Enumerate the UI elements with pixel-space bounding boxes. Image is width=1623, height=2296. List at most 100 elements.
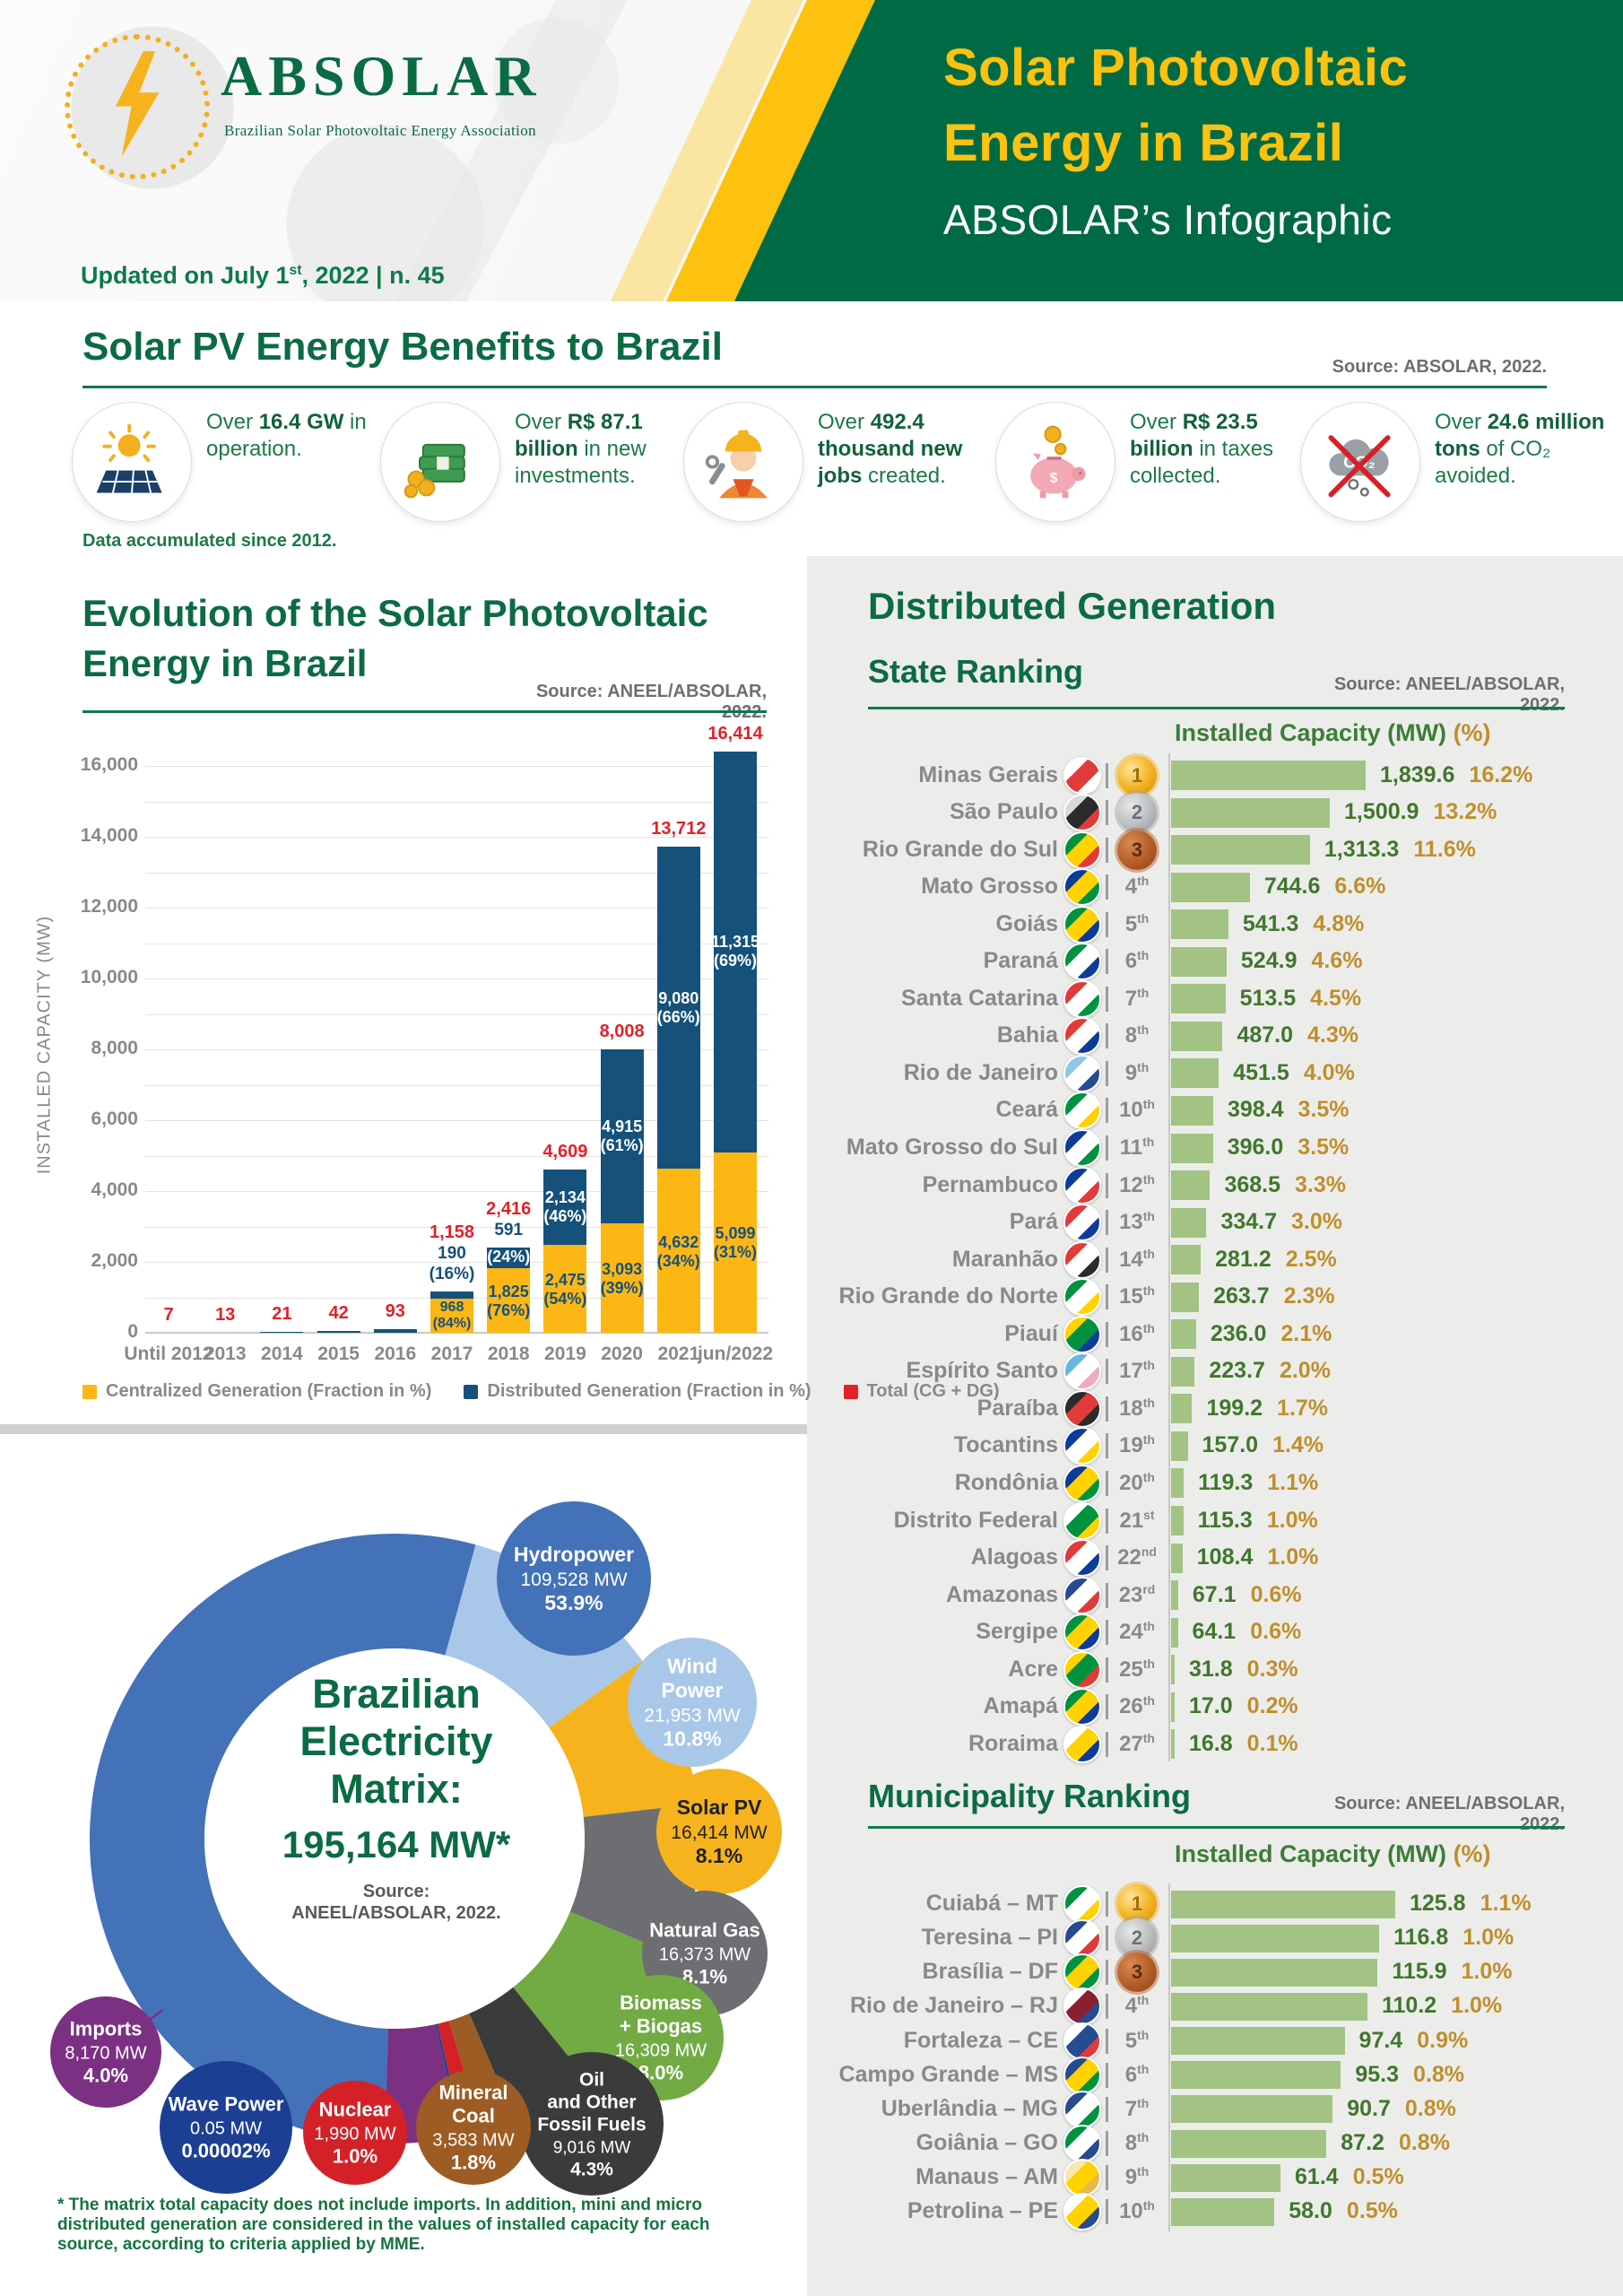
rank-label: 4th [1124,874,1150,900]
ranking-row-Minas Gerais: Minas Gerais 1 1,839.6 16.2% [812,755,1601,796]
separator [1106,1172,1108,1198]
benefit-item: Over 492.4 thousand new jobs created. [683,402,1006,527]
bubble-text: 8.1% [696,1844,742,1867]
gridline [145,1084,768,1086]
y-axis-tick: 12,000 [80,896,138,917]
rank-label: 11th [1119,1135,1155,1160]
ranking-row-Uberlândia – MG: Uberlândia – MG 7th 90.7 0.8% [812,2090,1601,2128]
matrix-bubble-wave-power: Wave Power 0.05 MW0.00002% [160,2061,292,2194]
flag-icon [1063,1650,1101,1689]
stacked-bar-2014 [260,1332,304,1333]
ranking-bar [1171,1924,1380,1952]
ranking-bar [1171,2095,1333,2124]
flag-icon [1063,1352,1101,1391]
evolution-y-axis-label: INSTALLED CAPACITY (MW) [34,915,55,1175]
rank-label: 27th [1119,1730,1155,1756]
separator [1106,1508,1108,1534]
cg-value-label: 1,825 (76%) [487,1282,531,1319]
separator [1106,2131,1108,2157]
matrix-bubble-nuclear: Nuclear 1,990 MW1.0% [303,2081,407,2185]
ranking-value: 110.2 1.0% [1381,1993,1503,2019]
flag-icon [1063,1885,1101,1923]
legend-item: Distributed Generation (Fraction in %) [464,1381,812,1402]
ranking-row-Pará: Pará 13th 334.7 3.0% [812,1204,1601,1242]
ranking-value: 87.2 0.8% [1341,2130,1450,2156]
centralized-segment [543,1245,587,1333]
bubble-text: 16,309 MW [615,2041,707,2061]
ranking-value: 97.4 0.9% [1358,2027,1469,2053]
dg-value-label: 2,134 (46%) [543,1188,587,1226]
municipality-ranking-underline [868,1826,1565,1829]
y-axis-tick: 10,000 [80,967,138,987]
flag-icon [1063,1427,1101,1465]
centralized-segment [714,1152,757,1333]
ranking-name: Manaus – AM [916,2164,1058,2190]
ranking-bar [1171,1207,1207,1238]
ranking-name: Distrito Federal [893,1507,1058,1533]
benefit-item: Over 16.4 GW in operation. [72,402,395,527]
ranking-value: 119.3 1.1% [1198,1469,1319,1495]
ranking-row-Ceará: Ceará 10th 398.4 3.5% [812,1091,1601,1130]
separator [1106,1210,1108,1236]
ranking-value: 451.5 4.0% [1233,1059,1355,1085]
ranking-row-Rio de Janeiro: Rio de Janeiro 9th 451.5 4.0% [812,1054,1601,1092]
ranking-bar [1171,2197,1275,2226]
bar-label-stack: 21 [272,1304,292,1325]
lightning-bolt-icon [86,47,185,161]
ranking-value: 263.7 2.3% [1213,1283,1335,1309]
flag-icon [1063,1501,1101,1540]
bar-label-stack: 16,414 [707,723,763,744]
ranking-value: 90.7 0.8% [1347,2095,1456,2121]
matrix-source: Source: ANEEL/ABSOLAR, 2022. [291,1882,501,1923]
ranking-name: São Paulo [950,799,1058,825]
x-axis-tick: 2018 [487,1344,530,1364]
ranking-row-Rio Grande do Sul: Rio Grande do Sul 3 1,313.3 11.6% [812,830,1601,870]
distributed-segment [487,1247,531,1268]
ranking-bar [1171,1468,1185,1499]
ranking-row-Tocantins: Tocantins 19th 157.0 1.4% [812,1427,1601,1465]
separator [1106,1892,1108,1917]
ranking-bar [1171,1282,1200,1312]
ranking-value: 513.5 4.5% [1239,985,1362,1011]
rank-label: 5th [1124,910,1150,936]
ranking-row-Mato Grosso do Sul: Mato Grosso do Sul 11th 396.0 3.5% [812,1129,1601,1167]
rank-label: 10th [1119,2198,1155,2224]
separator [1106,2062,1108,2088]
municipality-ranking-source: Source: ANEEL/ABSOLAR, 2022. [1333,1794,1565,1834]
bubble-text: 4.3% [570,2159,613,2179]
flag-icon [1063,1204,1101,1242]
ranking-row-Goiânia – GO: Goiânia – GO 8th 87.2 0.8% [812,2125,1601,2163]
ranking-value: 115.9 1.0% [1392,1959,1513,1985]
ranking-row-Brasília – DF: Brasília – DF 3 115.9 1.0% [812,1952,1601,1993]
ranking-row-Teresina – PI: Teresina – PI 2 116.8 1.0% [812,1918,1601,1959]
ranking-value: 281.2 2.5% [1215,1246,1337,1272]
flag-icon [1063,943,1101,981]
rank-label: 4th [1124,1993,1150,2019]
ranking-bar [1171,872,1250,902]
gridline [145,1013,768,1015]
bubble-text: Wind [667,1655,717,1678]
evolution-title-line1: Evolution of the Solar Photovoltaic [82,592,708,634]
separator [1106,949,1108,975]
rank-label: 19th [1119,1432,1155,1458]
y-axis-tick: 2,000 [91,1250,138,1271]
ranking-row-Rio Grande do Norte: Rio Grande do Norte 15th 263.7 2.3% [812,1278,1601,1317]
section-divider [0,1424,807,1434]
ranking-row-Alagoas: Alagoas 22nd 108.4 1.0% [812,1539,1601,1578]
ranking-bar [1171,1655,1175,1685]
separator [1106,1694,1108,1720]
bubble-text: 3,583 MW [432,2131,514,2151]
ranking-value: 236.0 2.1% [1210,1320,1332,1346]
rank-label: 21st [1119,1507,1155,1533]
stacked-bar-2020 [600,1048,644,1333]
rank-label: 20th [1119,1469,1155,1495]
ranking-value: 1,313.3 11.6% [1324,836,1476,862]
bubble-text: 0.05 MW [190,2119,262,2139]
rank-label: 25th [1119,1656,1155,1682]
rank-label: 13th [1119,1209,1155,1235]
ranking-value: 95.3 0.8% [1355,2061,1465,2087]
ranking-value: 398.4 3.5% [1227,1097,1350,1123]
separator [1106,1321,1108,1347]
